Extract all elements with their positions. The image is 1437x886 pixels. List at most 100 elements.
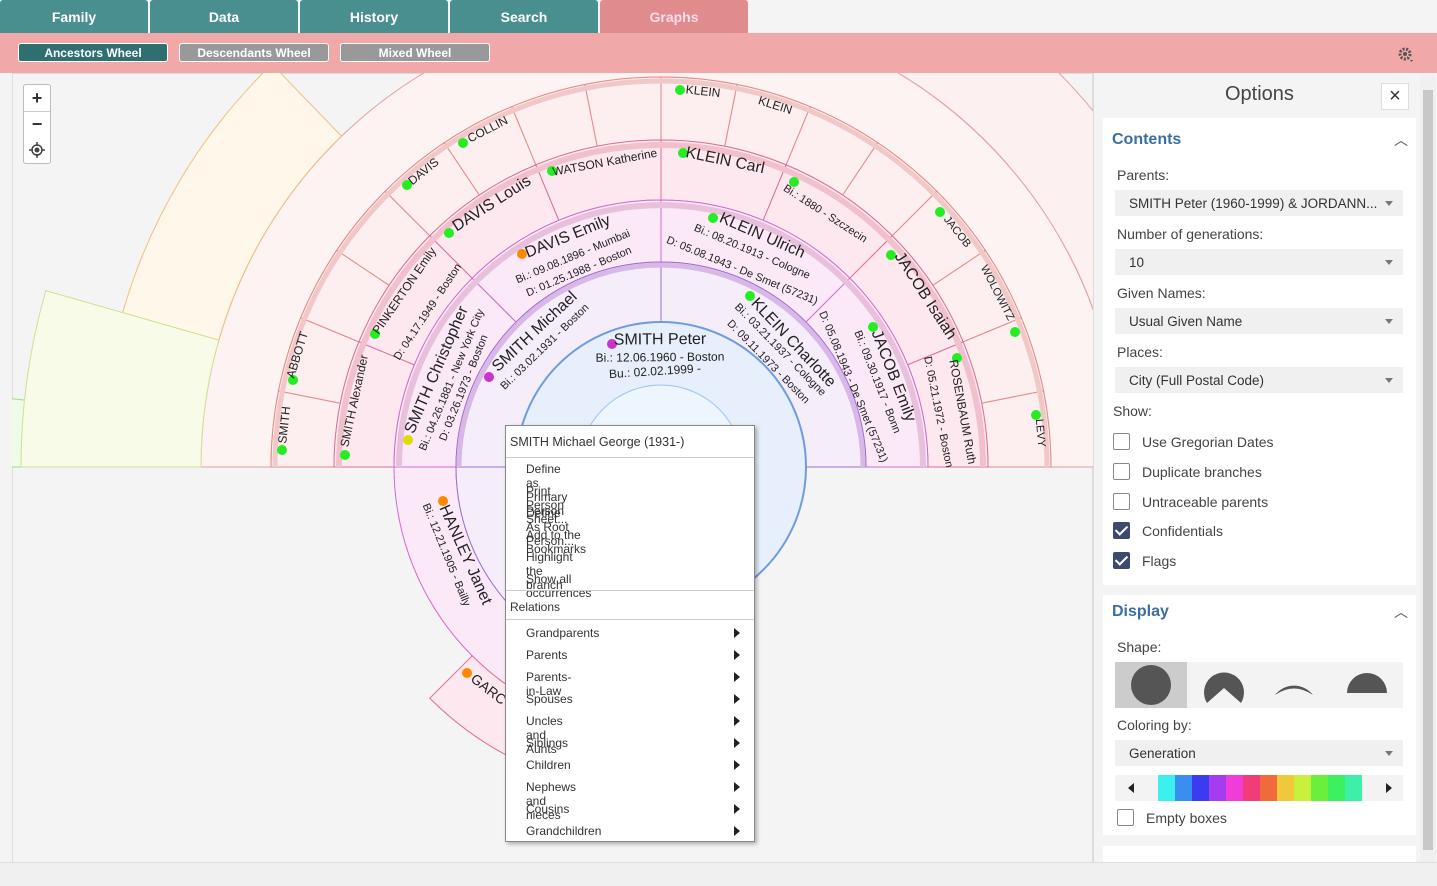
- swatch: [1192, 775, 1209, 801]
- field-label: Number of generations:: [1117, 226, 1264, 242]
- close-button[interactable]: ×: [1381, 83, 1409, 110]
- checkbox[interactable]: [1113, 552, 1130, 570]
- menu-item[interactable]: Show all occurrences: [526, 572, 592, 600]
- tab[interactable]: History: [300, 0, 448, 33]
- flag-dot: [403, 435, 413, 445]
- flag-dot: [886, 250, 896, 260]
- swatch: [1260, 775, 1277, 801]
- locate[interactable]: [28, 141, 46, 159]
- swatch: [1345, 775, 1362, 801]
- checkbox-label: Use Gregorian Dates: [1142, 434, 1274, 450]
- checkbox[interactable]: [1117, 809, 1134, 826]
- person-label: SMITH: [275, 406, 293, 445]
- select[interactable]: 10: [1115, 249, 1403, 275]
- checkbox[interactable]: [1113, 522, 1130, 540]
- show-label: Show:: [1113, 403, 1152, 419]
- swatch: [1226, 775, 1243, 801]
- menu-item[interactable]: Highlight the branch: [526, 550, 573, 592]
- menu-item[interactable]: Define As Root Person...: [526, 506, 575, 548]
- flag-dot: [868, 322, 878, 332]
- scrollbar: [1420, 75, 1436, 862]
- swatch: [1277, 775, 1294, 801]
- swatch: [1175, 775, 1192, 801]
- contents-title[interactable]: Contents: [1112, 131, 1182, 148]
- flag-dot: [789, 177, 799, 187]
- flag-dot: [277, 445, 287, 455]
- ring-band: [456, 262, 866, 468]
- menu-item[interactable]: Uncles and Aunts: [526, 714, 563, 756]
- menu-item[interactable]: Grandchildren: [526, 824, 602, 838]
- separator: [506, 619, 754, 620]
- ring-band: [396, 202, 926, 468]
- settings-gear[interactable]: [1396, 45, 1416, 65]
- submenu-arrow: [734, 716, 745, 726]
- checkbox[interactable]: [1113, 433, 1130, 450]
- menu-item[interactable]: Cousins: [526, 802, 570, 816]
- select[interactable]: City (Full Postal Code): [1115, 367, 1403, 393]
- checkbox-label: Untraceable parents: [1142, 493, 1269, 510]
- flag-dot: [484, 372, 494, 382]
- options-title: Options: [1225, 83, 1294, 105]
- checkbox[interactable]: [1113, 492, 1130, 510]
- tab[interactable]: Graphs: [600, 0, 748, 33]
- menu-item[interactable]: Define as Primary Person: [526, 462, 568, 518]
- person-label: SMITH Peter: [614, 331, 707, 349]
- subtab[interactable]: Ancestors Wheel: [18, 43, 168, 62]
- menu-item[interactable]: Children: [526, 758, 571, 772]
- separator: [506, 590, 754, 591]
- tab[interactable]: Family: [0, 0, 148, 33]
- separator: [506, 457, 754, 458]
- flag-dot: [952, 353, 962, 363]
- palette[interactable]: [1115, 775, 1403, 801]
- coloring-select[interactable]: Generation: [1115, 740, 1403, 766]
- flag-dot: [370, 329, 380, 339]
- flag-dot: [1031, 410, 1041, 420]
- flag-dot: [340, 450, 350, 460]
- zoom-in[interactable]: +: [31, 88, 43, 108]
- submenu-arrow: [734, 760, 745, 770]
- coloring-label: Coloring by:: [1117, 717, 1192, 733]
- menu-item[interactable]: Parents: [526, 648, 568, 662]
- swatch: [1158, 775, 1175, 801]
- menu-item[interactable]: Add to the Bookmarks: [526, 528, 587, 556]
- field-label: Given Names:: [1117, 285, 1206, 301]
- ring-band: [272, 78, 1050, 468]
- select[interactable]: Usual Given Name: [1115, 308, 1403, 334]
- submenu-arrow: [734, 628, 745, 638]
- menu-item[interactable]: Siblings: [526, 736, 569, 750]
- menu-item[interactable]: Grandparents: [526, 626, 600, 640]
- flag-dot: [678, 148, 688, 158]
- swatch: [1209, 775, 1226, 801]
- flag-dot: [402, 180, 412, 190]
- menu-item[interactable]: Parents-in-Law: [526, 670, 572, 698]
- sector: [122, 73, 343, 341]
- subtab[interactable]: Mixed Wheel: [340, 43, 490, 62]
- submenu-arrow: [734, 782, 745, 792]
- submenu-arrow: [734, 826, 745, 836]
- shape-selector[interactable]: [1115, 662, 1403, 708]
- collapse-icon[interactable]: ︿: [1394, 132, 1408, 148]
- flag-dot: [675, 85, 685, 95]
- menu-item[interactable]: Print Person Sheet...: [526, 484, 568, 526]
- zoom-out[interactable]: −: [24, 111, 50, 137]
- menu-item[interactable]: Nephews and nieces: [526, 780, 577, 822]
- submenu-arrow: [734, 650, 745, 660]
- flag-dot: [935, 207, 945, 217]
- menu-item[interactable]: Spouses: [526, 692, 573, 706]
- flag-dot: [745, 291, 755, 301]
- subtab[interactable]: Descendants Wheel: [179, 43, 329, 62]
- display-title[interactable]: Display: [1112, 603, 1169, 620]
- person-label: KLEIN: [685, 82, 721, 100]
- tab[interactable]: Search: [450, 0, 598, 33]
- collapse-icon[interactable]: ︿: [1394, 604, 1408, 620]
- checkbox[interactable]: [1113, 462, 1130, 480]
- flag-dot: [708, 213, 718, 223]
- submenu-arrow: [734, 738, 745, 748]
- select[interactable]: SMITH Peter (1960-1999) & JORDANN...: [1115, 190, 1403, 216]
- status-bar: [0, 862, 1437, 886]
- tab[interactable]: Data: [150, 0, 298, 33]
- defaults-card: [1103, 846, 1416, 862]
- ring-band: [336, 142, 986, 468]
- menu-section: Relations: [510, 600, 561, 614]
